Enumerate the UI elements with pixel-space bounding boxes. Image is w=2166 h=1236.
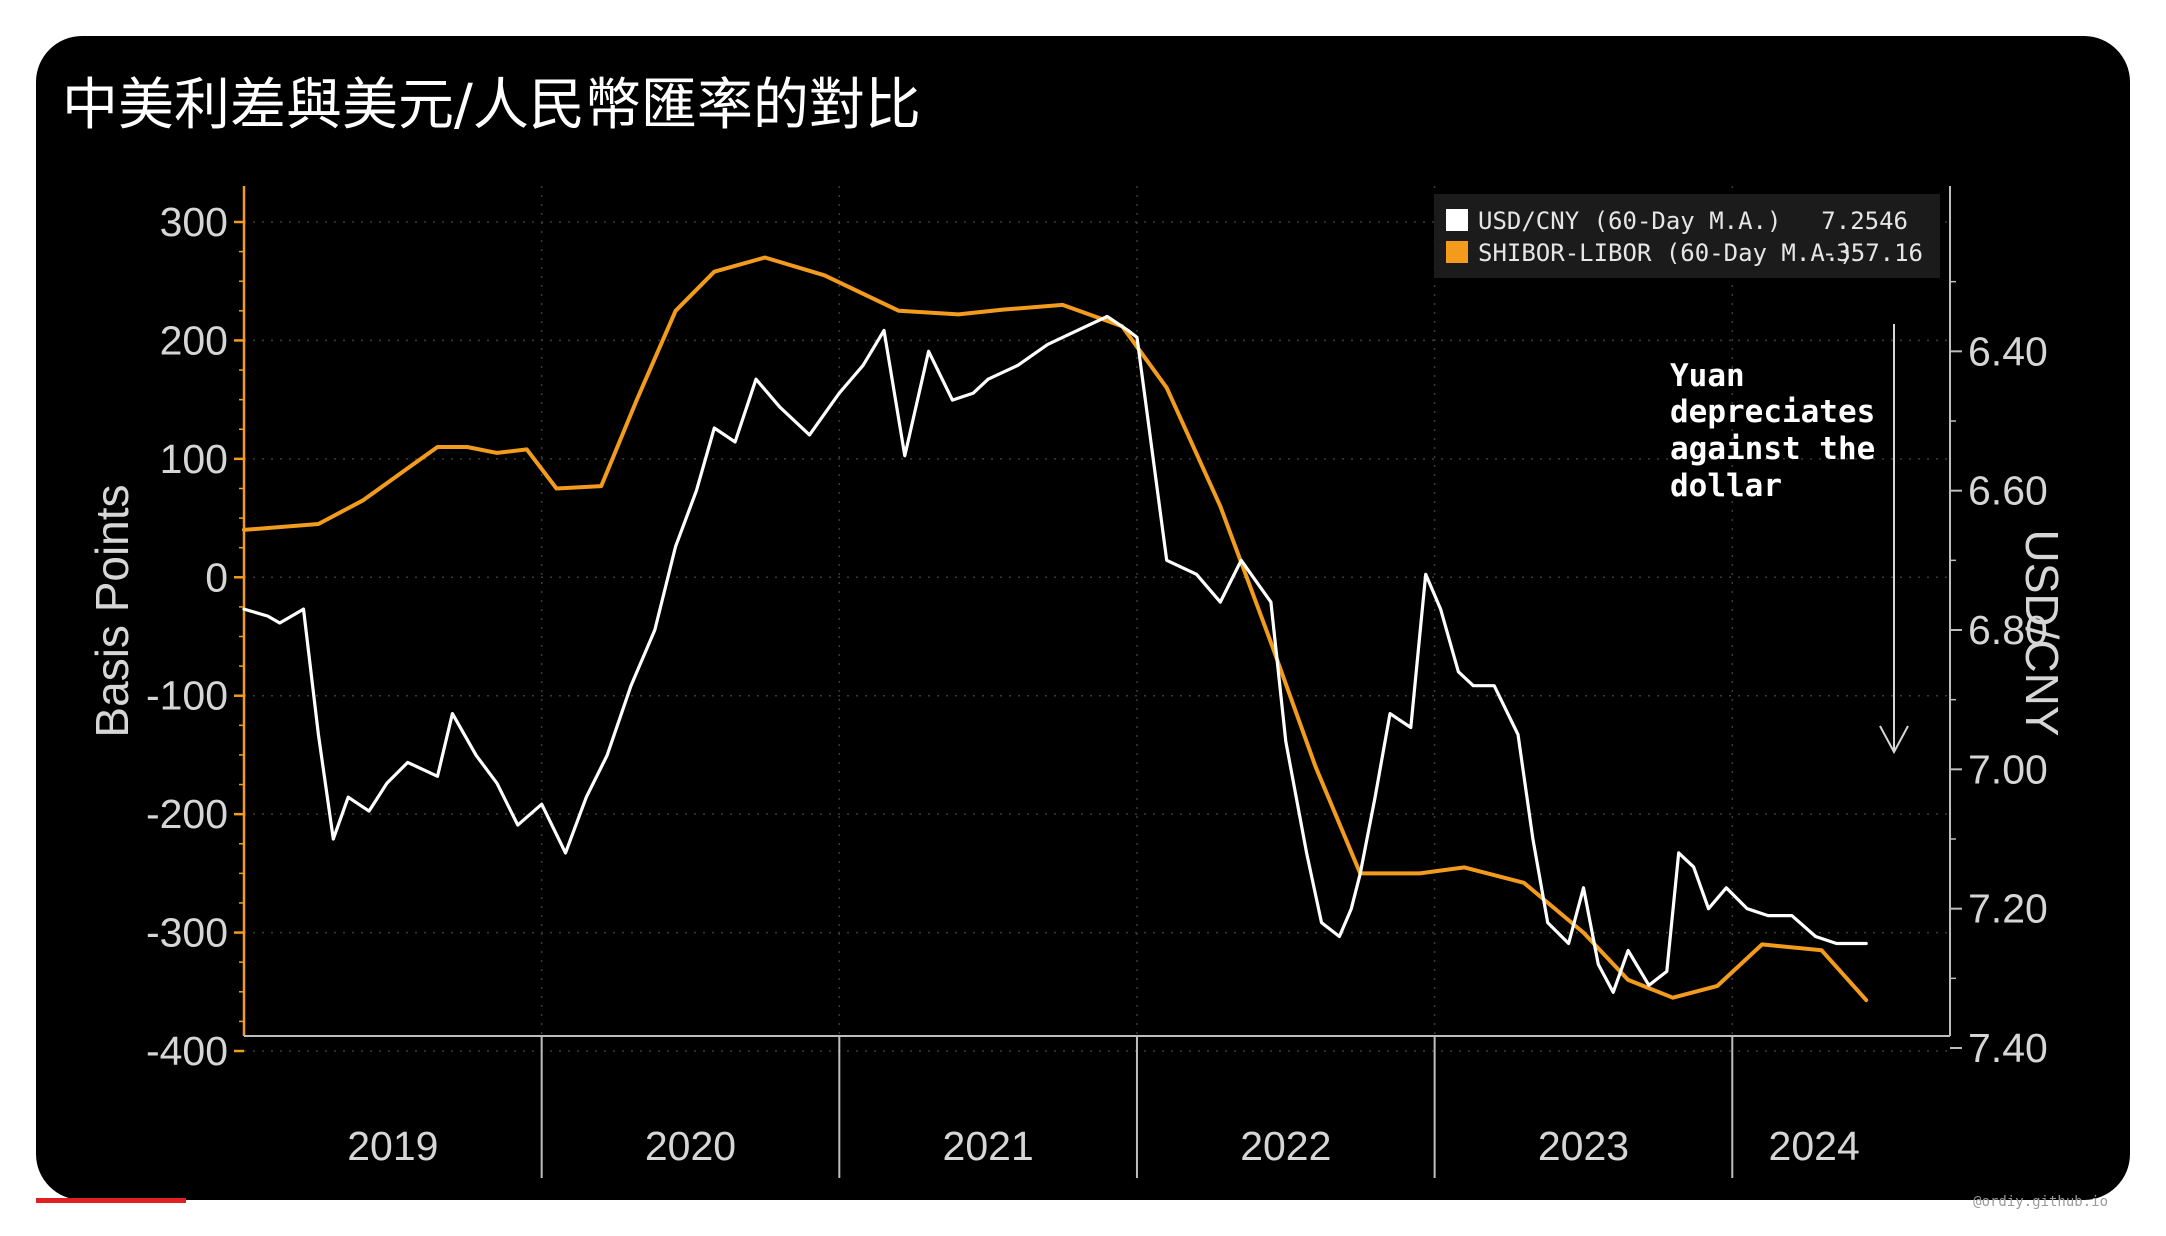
left-tick-label: -200	[146, 791, 228, 837]
series-line-shibor-libor	[242, 255, 1869, 1003]
left-tick-label: -400	[146, 1028, 228, 1074]
legend-label-usdcny: USD/CNY (60-Day M.A.)	[1478, 207, 1781, 235]
annotation-line-3: against the	[1670, 431, 1875, 467]
right-axis-ticks: 6.40 6.60 6.80 7.00 7.20 7.40	[1950, 280, 2048, 1071]
left-tick-label: 300	[160, 199, 228, 245]
chart-card: 中美利差與美元/人民幣匯率的對比 300 200 100 0 -100 -200 -300 -…	[36, 36, 2130, 1200]
legend-label-shibor-libor: SHIBOR-LIBOR (60-Day M.A.)	[1478, 239, 1854, 267]
gridlines	[244, 186, 1950, 1052]
chart-title: 中美利差與美元/人民幣匯率的對比	[62, 73, 921, 138]
x-tick-label: 2021	[943, 1123, 1034, 1169]
legend-value-usdcny: 7.2546	[1821, 207, 1908, 235]
series-layer	[242, 255, 1869, 1003]
legend: USD/CNY (60-Day M.A.) 7.2546 SHIBOR-LIBO…	[1434, 194, 1940, 278]
y2-axis-label: USD/CNY	[2016, 529, 2068, 736]
right-tick-label: 7.20	[1968, 886, 2048, 932]
chart-svg: 中美利差與美元/人民幣匯率的對比 300 200 100 0 -100 -200 -300 -…	[62, 73, 2068, 1178]
right-tick-label: 6.40	[1968, 328, 2048, 374]
arrowhead-icon	[1879, 725, 1909, 755]
x-tick-label: 2023	[1538, 1123, 1629, 1169]
annotation: Yuan depreciates against the dollar	[1670, 324, 1909, 755]
right-tick-label: 7.00	[1968, 746, 2048, 792]
right-tick-label: 6.60	[1968, 468, 2048, 514]
x-tick-label: 2024	[1769, 1123, 1860, 1169]
left-tick-label: 100	[160, 436, 228, 482]
annotation-line-2: depreciates	[1670, 394, 1875, 430]
legend-value-shibor-libor: -357.16	[1822, 239, 1923, 267]
left-tick-label: -100	[146, 673, 228, 719]
annotation-line-1: Yuan	[1670, 358, 1745, 394]
series-line-usdcny	[242, 314, 1868, 994]
legend-swatch-usdcny	[1446, 209, 1468, 231]
y-axis-label: Basis Points	[86, 484, 138, 737]
right-tick-label: 7.40	[1968, 1025, 2048, 1071]
video-progress-bar[interactable]	[36, 1198, 186, 1203]
legend-swatch-shibor-libor	[1446, 241, 1468, 263]
x-tick-label: 2022	[1240, 1123, 1331, 1169]
left-tick-label: 200	[160, 317, 228, 363]
x-axis-ticks: 2019 2020 2021 2022 2023 2024	[347, 1036, 1860, 1178]
right-tick-label: 6.80	[1968, 607, 2048, 653]
watermark: @ordiy.github.io	[1973, 1194, 2108, 1210]
left-tick-label: -300	[146, 910, 228, 956]
left-axis-ticks: 300 200 100 0 -100 -200 -300 -400	[146, 199, 244, 1074]
left-tick-label: 0	[205, 554, 228, 600]
x-tick-label: 2019	[347, 1123, 438, 1169]
legend-background	[1434, 194, 1940, 278]
x-tick-label: 2020	[645, 1123, 736, 1169]
annotation-line-4: dollar	[1670, 468, 1782, 504]
